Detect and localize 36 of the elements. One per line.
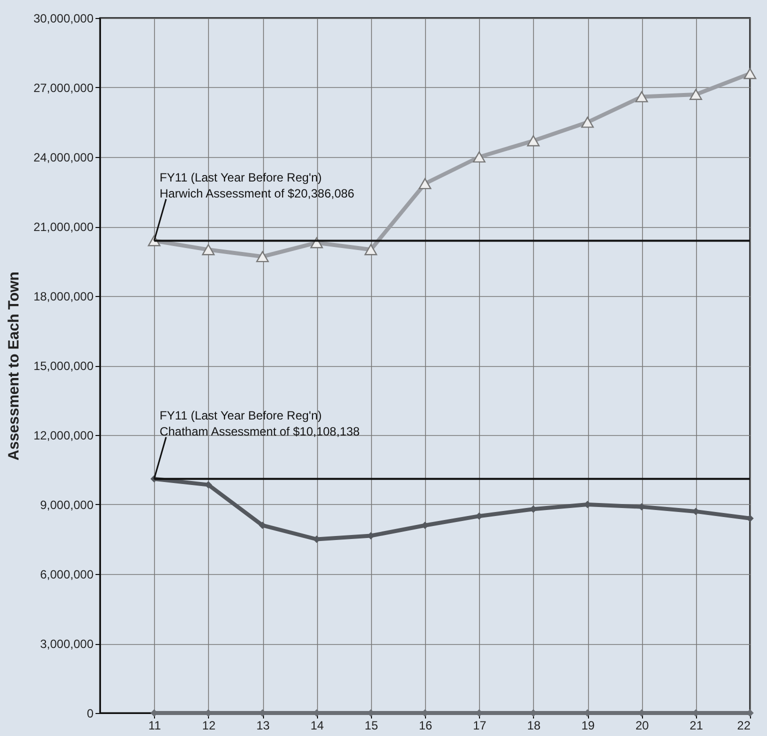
y-axis-title: Assessment to Each Town [5,272,22,460]
x-tick-label: 16 [418,718,432,732]
y-tick-label: 21,000,000 [33,220,94,234]
y-tick-label: 6,000,000 [40,568,94,582]
point [527,135,540,146]
annotation: FY11 (Last Year Before Reg'n) Chatham Assessment of $10,108,138 [160,408,360,439]
point [744,68,756,80]
x-tick-label: 12 [202,718,216,732]
point [202,244,215,256]
y-tick-label: 9,000,000 [40,498,94,512]
point [418,178,432,190]
x-tick-label: 18 [527,718,541,732]
annotation: FY11 (Last Year Before Reg'n) Harwich Assessment of $20,386,086 [160,170,355,201]
y-tick-label: 12,000,000 [33,428,94,442]
y-tick-label: 15,000,000 [33,359,94,373]
x-tick-label: 20 [635,718,650,732]
x-tick-label: 19 [581,718,595,732]
y-tick-label: 24,000,000 [33,150,94,164]
point [581,116,594,128]
point [690,88,702,100]
point [364,244,378,256]
x-tick-label: 17 [472,718,487,732]
x-tick-label: 21 [690,718,704,732]
x-tick-label: 14 [310,718,324,732]
x-tick-label: 13 [256,718,270,732]
y-tick-label: 27,000,000 [33,81,94,95]
y-tick-label: 30,000,000 [33,12,94,26]
point [472,151,486,163]
x-tick-label: 22 [737,718,751,732]
point [635,91,648,102]
y-tick-label: 18,000,000 [33,290,94,304]
x-tick-label: 11 [148,718,162,732]
x-tick-label: 15 [364,718,378,732]
y-tick-label: 3,000,000 [40,637,94,651]
point [256,251,269,262]
y-tick-label: 0 [86,706,94,720]
